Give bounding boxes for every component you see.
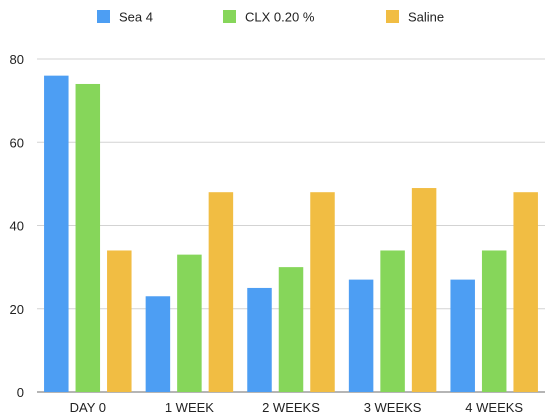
- y-tick-label: 40: [10, 219, 24, 234]
- legend-label: Saline: [408, 10, 444, 25]
- bar: [247, 287, 272, 392]
- y-tick-label: 0: [17, 385, 24, 400]
- bar: [380, 250, 405, 392]
- bar: [348, 279, 374, 392]
- x-tick-label: 1 WEEK: [165, 400, 214, 415]
- bar: [513, 192, 538, 392]
- bar: [177, 254, 202, 392]
- legend-swatch: [223, 10, 236, 23]
- bar: [450, 279, 475, 392]
- y-axis: 0 20 40 60 80: [10, 52, 24, 400]
- bar: [208, 192, 234, 392]
- bar: [145, 296, 171, 392]
- x-tick-label: 3 WEEKS: [364, 400, 422, 415]
- legend: Sea 4 CLX 0.20 % Saline: [97, 10, 444, 25]
- x-tick-label: DAY 0: [70, 400, 106, 415]
- bar: [44, 75, 69, 393]
- y-tick-label: 80: [10, 52, 24, 67]
- legend-swatch: [97, 10, 110, 23]
- legend-label: Sea 4: [119, 10, 153, 25]
- bars: [44, 75, 538, 393]
- legend-swatch: [386, 10, 399, 23]
- bar: [75, 83, 101, 392]
- bar: [411, 188, 437, 392]
- x-tick-label: 2 WEEKS: [262, 400, 320, 415]
- bar: [310, 192, 335, 392]
- bar: [278, 267, 304, 392]
- x-axis: DAY 0 1 WEEK 2 WEEKS 3 WEEKS 4 WEEKS: [70, 400, 524, 415]
- bar: [107, 250, 132, 392]
- legend-label: CLX 0.20 %: [245, 10, 315, 25]
- bar: [481, 250, 507, 392]
- y-tick-label: 60: [10, 135, 24, 150]
- x-tick-label: 4 WEEKS: [465, 400, 523, 415]
- y-tick-label: 20: [10, 302, 24, 317]
